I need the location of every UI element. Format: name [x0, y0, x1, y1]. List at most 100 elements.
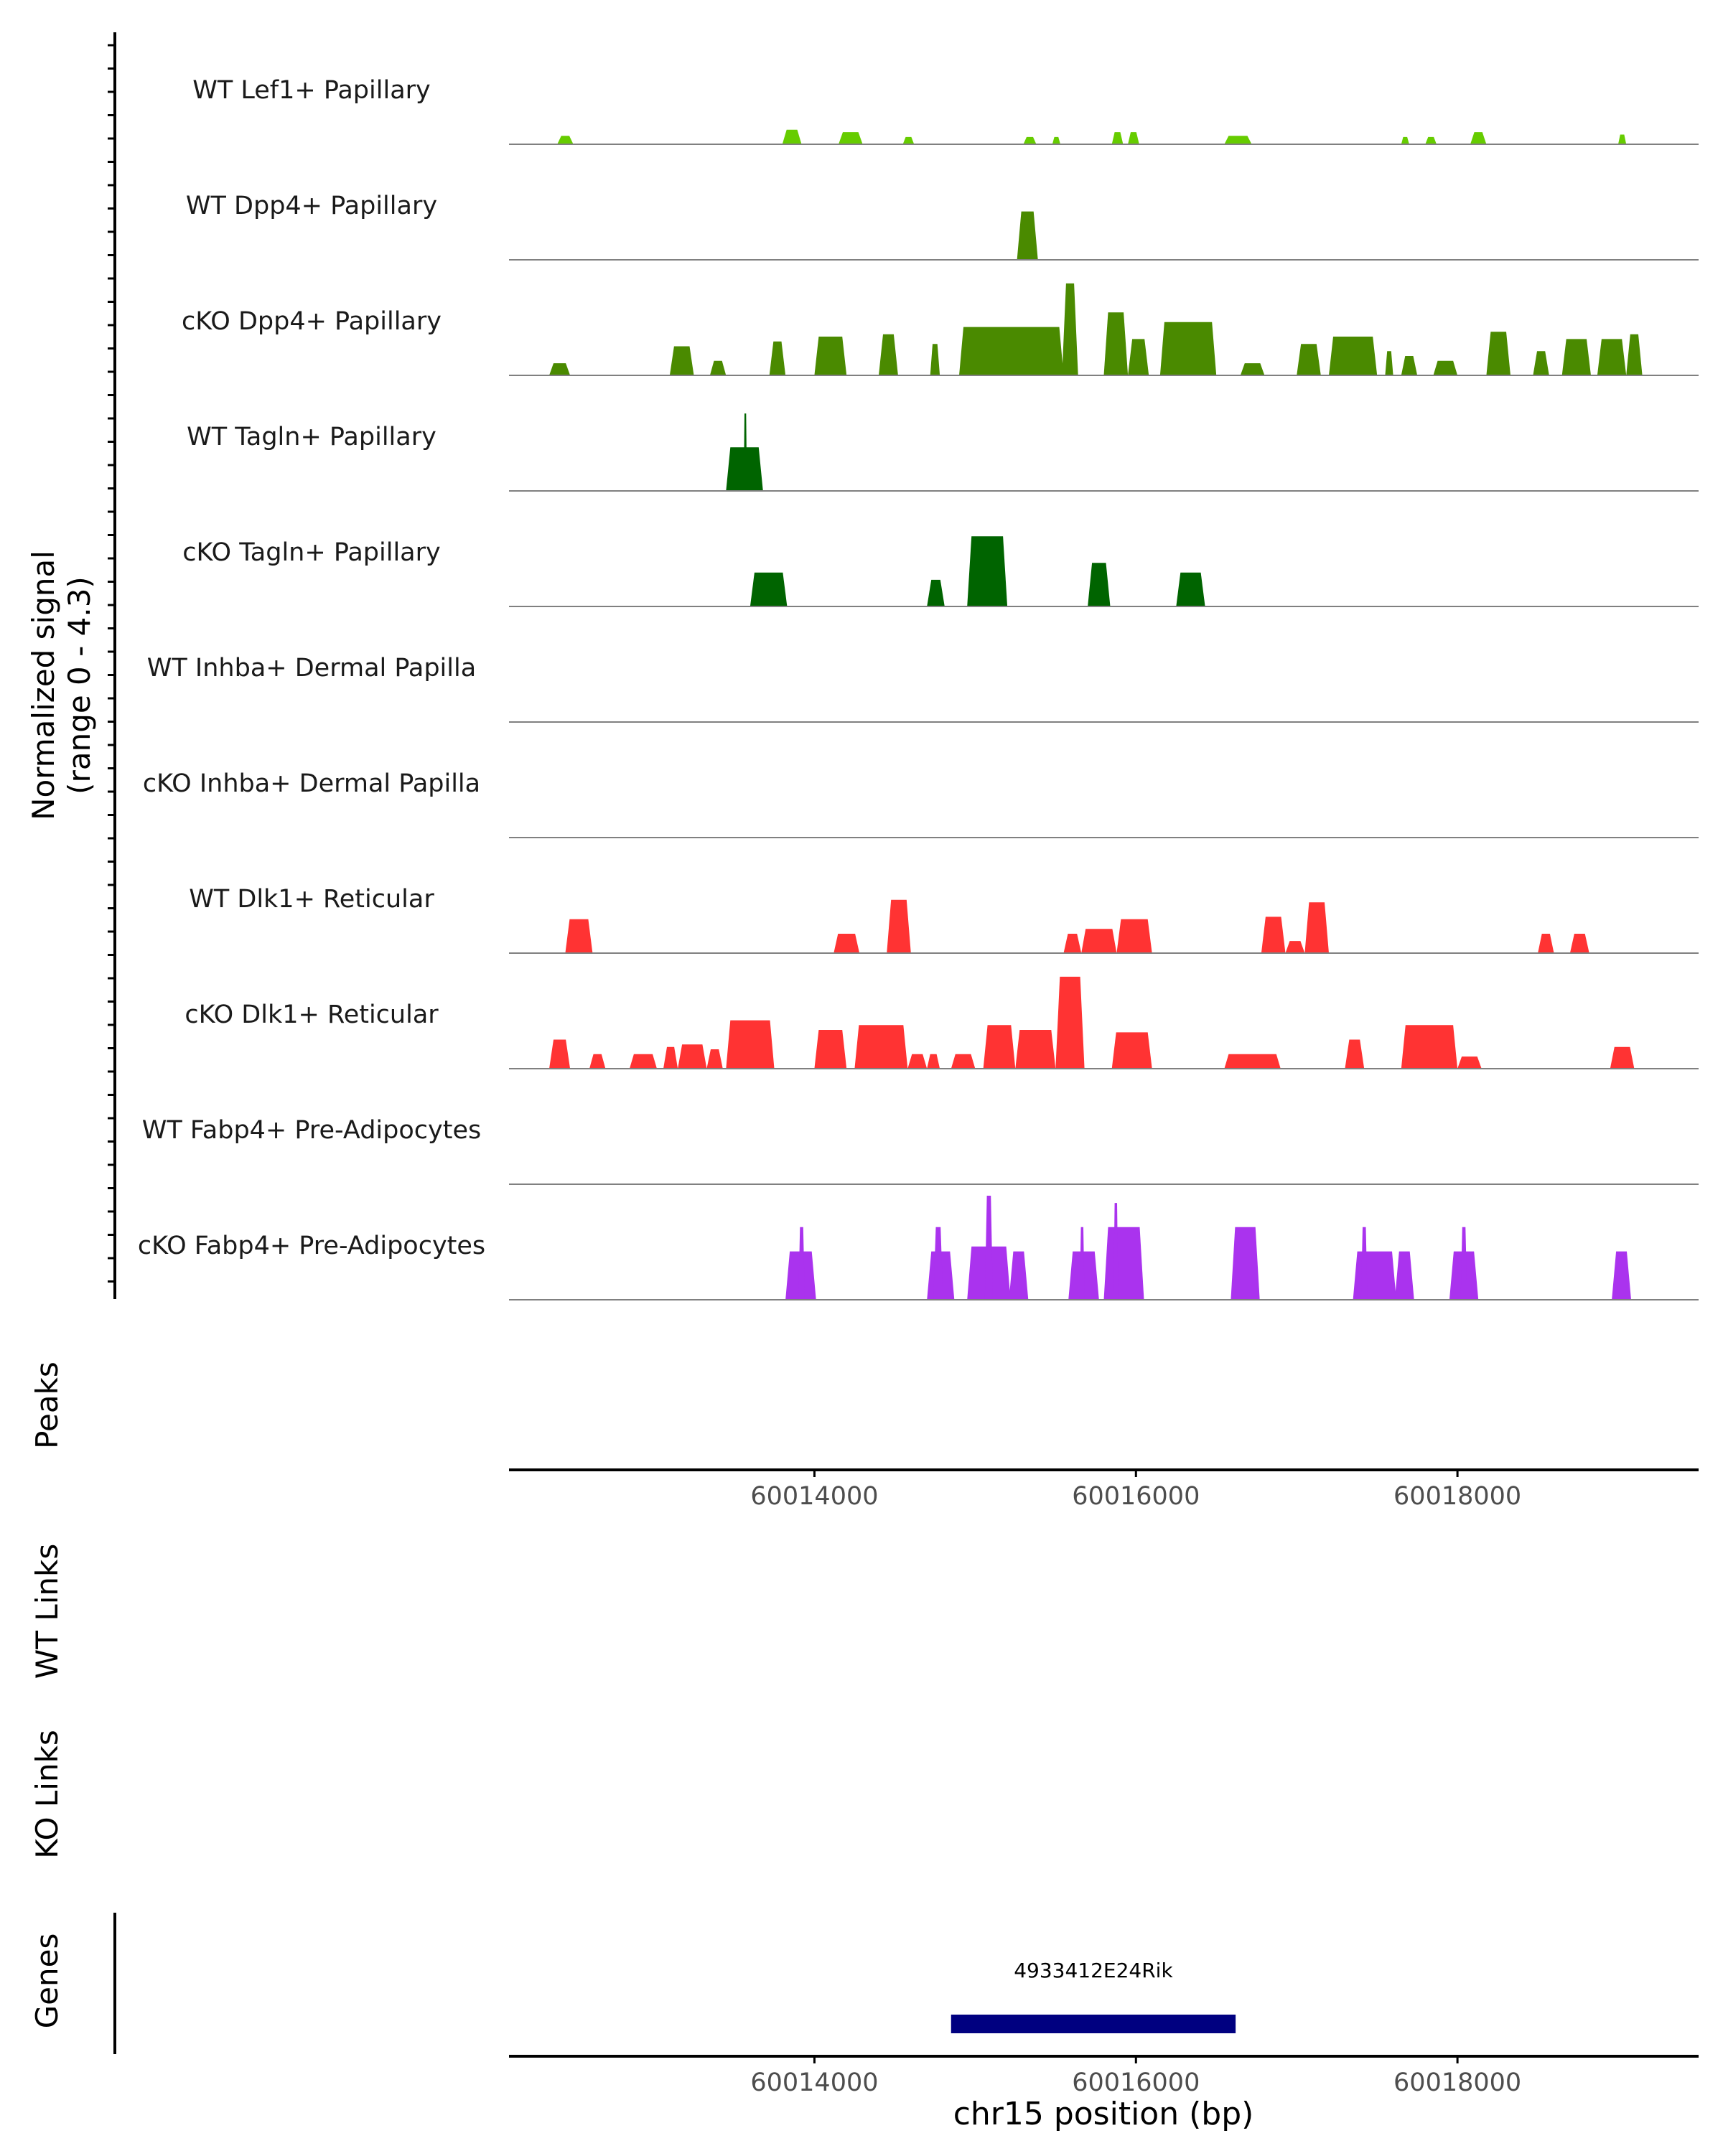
- coverage-track: WT Inhba+ Dermal Papilla: [147, 654, 1699, 723]
- signal-peak: [1017, 211, 1038, 260]
- signal-peak: [834, 934, 860, 953]
- track-label: WT Inhba+ Dermal Papilla: [147, 654, 476, 683]
- signal-peak: [549, 1039, 571, 1069]
- signal-peak: [1159, 322, 1217, 375]
- signal-peak: [1224, 136, 1252, 144]
- signal-peak: [557, 136, 574, 144]
- track-label: cKO Dpp4+ Papillary: [182, 307, 442, 336]
- signal-peak: [1401, 356, 1418, 375]
- signal-peak: [1176, 572, 1205, 606]
- signal-peak: [1394, 1251, 1414, 1300]
- signal-peak: [1079, 1227, 1085, 1300]
- signal-peak: [1128, 132, 1139, 144]
- signal-peak: [1618, 134, 1627, 144]
- signal-peak: [663, 1046, 678, 1069]
- x-tick-label: 60014000: [750, 1482, 878, 1511]
- signal-peak: [1224, 1054, 1281, 1069]
- signal-peak: [1111, 132, 1124, 144]
- track-label: cKO Fabp4+ Pre-Adipocytes: [138, 1232, 485, 1260]
- gene-label: 4933412E24Rik: [1014, 1959, 1173, 1982]
- track-label: WT Dlk1+ Reticular: [189, 885, 434, 914]
- signal-y-axis: [108, 32, 116, 1299]
- coverage-track: cKO Dpp4+ Papillary: [182, 283, 1699, 376]
- signal-peak: [1062, 283, 1078, 375]
- signal-peak: [1345, 1039, 1365, 1069]
- signal-peak: [1304, 902, 1329, 953]
- signal-peak: [1063, 934, 1082, 953]
- x-tick-label: 60018000: [1393, 2068, 1521, 2097]
- signal-peak: [1128, 339, 1149, 375]
- signal-peak: [726, 1020, 775, 1069]
- coverage-track: WT Tagln+ Papillary: [187, 413, 1699, 492]
- coverage-track: WT Lef1+ Papillary: [192, 76, 1699, 145]
- peaks-x-axis: 60014000 60016000 60018000: [509, 1468, 1699, 1511]
- coverage-track: cKO Fabp4+ Pre-Adipocytes: [138, 1196, 1699, 1300]
- signal-peak: [750, 572, 788, 606]
- signal-peak: [1231, 1227, 1260, 1300]
- signal-peak: [1285, 941, 1305, 953]
- y-axis-subtitle: (range 0 - 4.3): [62, 576, 97, 795]
- signal-peak: [798, 1227, 805, 1300]
- x-tick-label: 60014000: [750, 2068, 878, 2097]
- signal-peak: [1433, 360, 1458, 375]
- signal-peak: [1015, 1030, 1056, 1069]
- signal-peak: [1113, 1203, 1119, 1300]
- signal-peak: [967, 536, 1008, 606]
- signal-peak: [930, 344, 940, 375]
- signal-peak: [669, 346, 694, 375]
- coverage-track: cKO Tagln+ Papillary: [182, 536, 1699, 607]
- signal-peak: [709, 360, 727, 375]
- track-label: WT Dpp4+ Papillary: [186, 192, 437, 220]
- signal-peak: [902, 136, 915, 144]
- signal-peak: [1088, 563, 1111, 606]
- genes-panel-label: Genes: [29, 1934, 65, 2029]
- signal-peak: [1261, 917, 1286, 953]
- signal-peak: [983, 1025, 1016, 1069]
- signal-peak: [879, 334, 898, 375]
- gene-track: 4933412E24Rik: [113, 1913, 1236, 2054]
- signal-peak: [1401, 1025, 1458, 1069]
- signal-peak: [1401, 136, 1409, 144]
- signal-peak: [927, 579, 945, 606]
- coverage-track: WT Fabp4+ Pre-Adipocytes: [142, 1116, 1699, 1185]
- coverage-track: WT Dlk1+ Reticular: [189, 885, 1699, 954]
- track-label: cKO Tagln+ Papillary: [182, 538, 441, 567]
- signal-peak: [1055, 976, 1085, 1069]
- signal-peak: [839, 132, 863, 144]
- x-tick-label: 60016000: [1072, 2068, 1200, 2097]
- genes-x-axis: 60014000 60016000 60018000: [509, 2055, 1699, 2097]
- signal-peak: [706, 1049, 723, 1069]
- signal-peak: [743, 413, 747, 491]
- signal-peak: [1240, 363, 1265, 375]
- gene-body: [951, 2015, 1236, 2033]
- signal-peak: [1009, 1251, 1029, 1300]
- signal-peak: [933, 1227, 943, 1300]
- signal-peak: [984, 1196, 993, 1300]
- signal-peak: [854, 1025, 908, 1069]
- signal-peak: [1561, 339, 1591, 375]
- track-label: WT Lef1+ Papillary: [192, 76, 431, 105]
- track-label: WT Fabp4+ Pre-Adipocytes: [142, 1116, 481, 1145]
- track-label: cKO Dlk1+ Reticular: [185, 1000, 439, 1029]
- coverage-track: cKO Dlk1+ Reticular: [185, 976, 1699, 1069]
- signal-peak: [1103, 312, 1129, 375]
- signal-peak: [629, 1054, 657, 1069]
- wt-links-panel-label: WT Links: [29, 1544, 65, 1679]
- signal-peak: [769, 341, 786, 375]
- signal-peak: [1103, 1227, 1144, 1300]
- signal-peak: [927, 1054, 940, 1069]
- signal-peak: [1569, 934, 1589, 953]
- signal-peak: [1297, 344, 1321, 375]
- peaks-panel-label: Peaks: [29, 1361, 65, 1449]
- signal-peak: [1111, 1032, 1152, 1069]
- signal-peak: [678, 1044, 707, 1069]
- signal-peak: [1360, 1227, 1368, 1300]
- signal-peak: [1329, 337, 1378, 375]
- signal-peak: [1597, 339, 1627, 375]
- x-axis-title: chr15 position (bp): [953, 2096, 1254, 2132]
- signal-peak: [782, 129, 802, 144]
- signal-peak: [1023, 136, 1037, 144]
- x-tick-label: 60016000: [1072, 1482, 1200, 1511]
